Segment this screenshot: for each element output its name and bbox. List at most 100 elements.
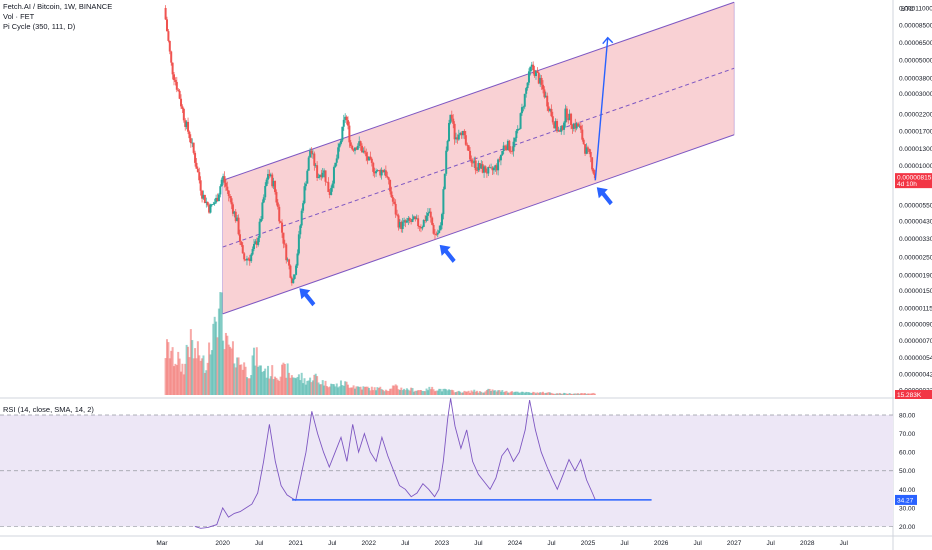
volume-bar — [442, 388, 445, 395]
candle-body — [487, 167, 490, 174]
candle-body — [338, 143, 341, 148]
candle-body — [480, 164, 483, 169]
volume-bar — [304, 384, 307, 395]
candle-body — [508, 140, 511, 151]
time-tick-label: Jul — [401, 540, 410, 547]
volume-bar — [455, 392, 458, 395]
candle-body — [240, 241, 243, 246]
volume-bar — [370, 386, 373, 395]
time-tick-label: Jul — [840, 540, 849, 547]
candle-body — [264, 185, 267, 198]
candle-body — [584, 144, 587, 154]
candle-body — [411, 219, 414, 222]
volume-bar — [195, 358, 198, 395]
volume-bar — [544, 392, 547, 395]
rsi-tick-label: 40.00 — [899, 487, 916, 494]
candle-body — [457, 134, 460, 140]
candle-body — [299, 225, 302, 235]
candle-body — [386, 176, 389, 178]
candle-body — [567, 117, 570, 121]
volume-bar — [269, 376, 272, 395]
candle-body — [332, 167, 335, 184]
candle-body — [304, 183, 307, 187]
volume-bar — [307, 380, 310, 395]
time-tick-label: 2028 — [800, 540, 815, 547]
candle-body — [585, 147, 588, 154]
volume-bar — [485, 389, 488, 395]
candle-body — [250, 254, 253, 262]
candle-body — [429, 211, 432, 218]
candle-body — [255, 241, 258, 245]
volume-bar — [520, 391, 523, 395]
volume-bar — [502, 392, 505, 395]
volume-bar — [229, 346, 232, 395]
volume-tag-value: 15.283K — [897, 392, 922, 399]
candle-body — [558, 130, 561, 132]
volume-bar — [268, 378, 271, 395]
candle-body — [356, 145, 359, 150]
volume-bar — [540, 392, 543, 395]
volume-bar — [314, 373, 317, 395]
volume-bar — [264, 368, 267, 395]
volume-bar — [445, 389, 448, 395]
volume-bar — [237, 357, 240, 395]
rsi-pane[interactable] — [0, 398, 893, 529]
candle-body — [335, 158, 338, 163]
volume-bar — [365, 386, 368, 395]
volume-bar — [533, 392, 536, 395]
candle-body — [202, 194, 205, 199]
candle-body — [303, 186, 306, 204]
candle-body — [251, 249, 254, 255]
pointer-arrow-2023 — [439, 244, 456, 263]
time-axis[interactable]: Mar 2020 Jul 2021 Jul 2022 Jul 2023 Jul 2024 Jul 20… — [156, 540, 848, 547]
candle-body — [544, 95, 547, 98]
candle-body — [306, 170, 309, 184]
price-tag-value: 0.00000815 — [897, 175, 932, 182]
candle-body — [288, 259, 291, 266]
candle-body — [473, 160, 476, 163]
volume-bar — [311, 380, 314, 395]
volume-bar — [546, 392, 549, 395]
volume-bar — [591, 393, 594, 395]
candle-body — [506, 140, 509, 151]
candle-body — [271, 174, 274, 187]
candle-body — [278, 206, 281, 222]
candle-body — [581, 129, 584, 140]
volume-bar — [199, 360, 202, 395]
candle-body — [180, 98, 183, 107]
candle-body — [565, 108, 568, 118]
volume-bar — [532, 391, 535, 395]
volume-bar — [393, 385, 396, 395]
candle-body — [330, 187, 333, 195]
candle-body — [203, 194, 206, 203]
volume-bar — [299, 380, 302, 395]
volume-bar — [205, 370, 208, 395]
candle-body — [238, 234, 241, 242]
volume-bar — [557, 393, 560, 395]
candle-body — [446, 141, 449, 151]
candle-body — [372, 162, 375, 172]
volume-bar — [194, 348, 197, 395]
candle-body — [425, 215, 428, 221]
regression-channel — [222, 1, 735, 315]
volume-bar — [167, 342, 170, 395]
candle-body — [456, 137, 459, 140]
volume-bar — [471, 391, 474, 395]
candle-body — [254, 241, 257, 244]
volume-bar — [227, 344, 230, 395]
rsi-line — [194, 398, 596, 529]
candle-body — [320, 174, 323, 178]
volume-bar — [380, 389, 383, 395]
volume-bar — [252, 347, 255, 395]
volume-bar — [586, 393, 589, 395]
candle-body — [196, 168, 199, 173]
candle-body — [557, 130, 560, 132]
volume-bar — [320, 384, 323, 395]
candle-body — [547, 106, 550, 111]
candle-body — [267, 174, 270, 180]
volume-bar — [567, 393, 570, 395]
price-candles[interactable] — [164, 5, 596, 286]
candle-body — [282, 232, 285, 244]
